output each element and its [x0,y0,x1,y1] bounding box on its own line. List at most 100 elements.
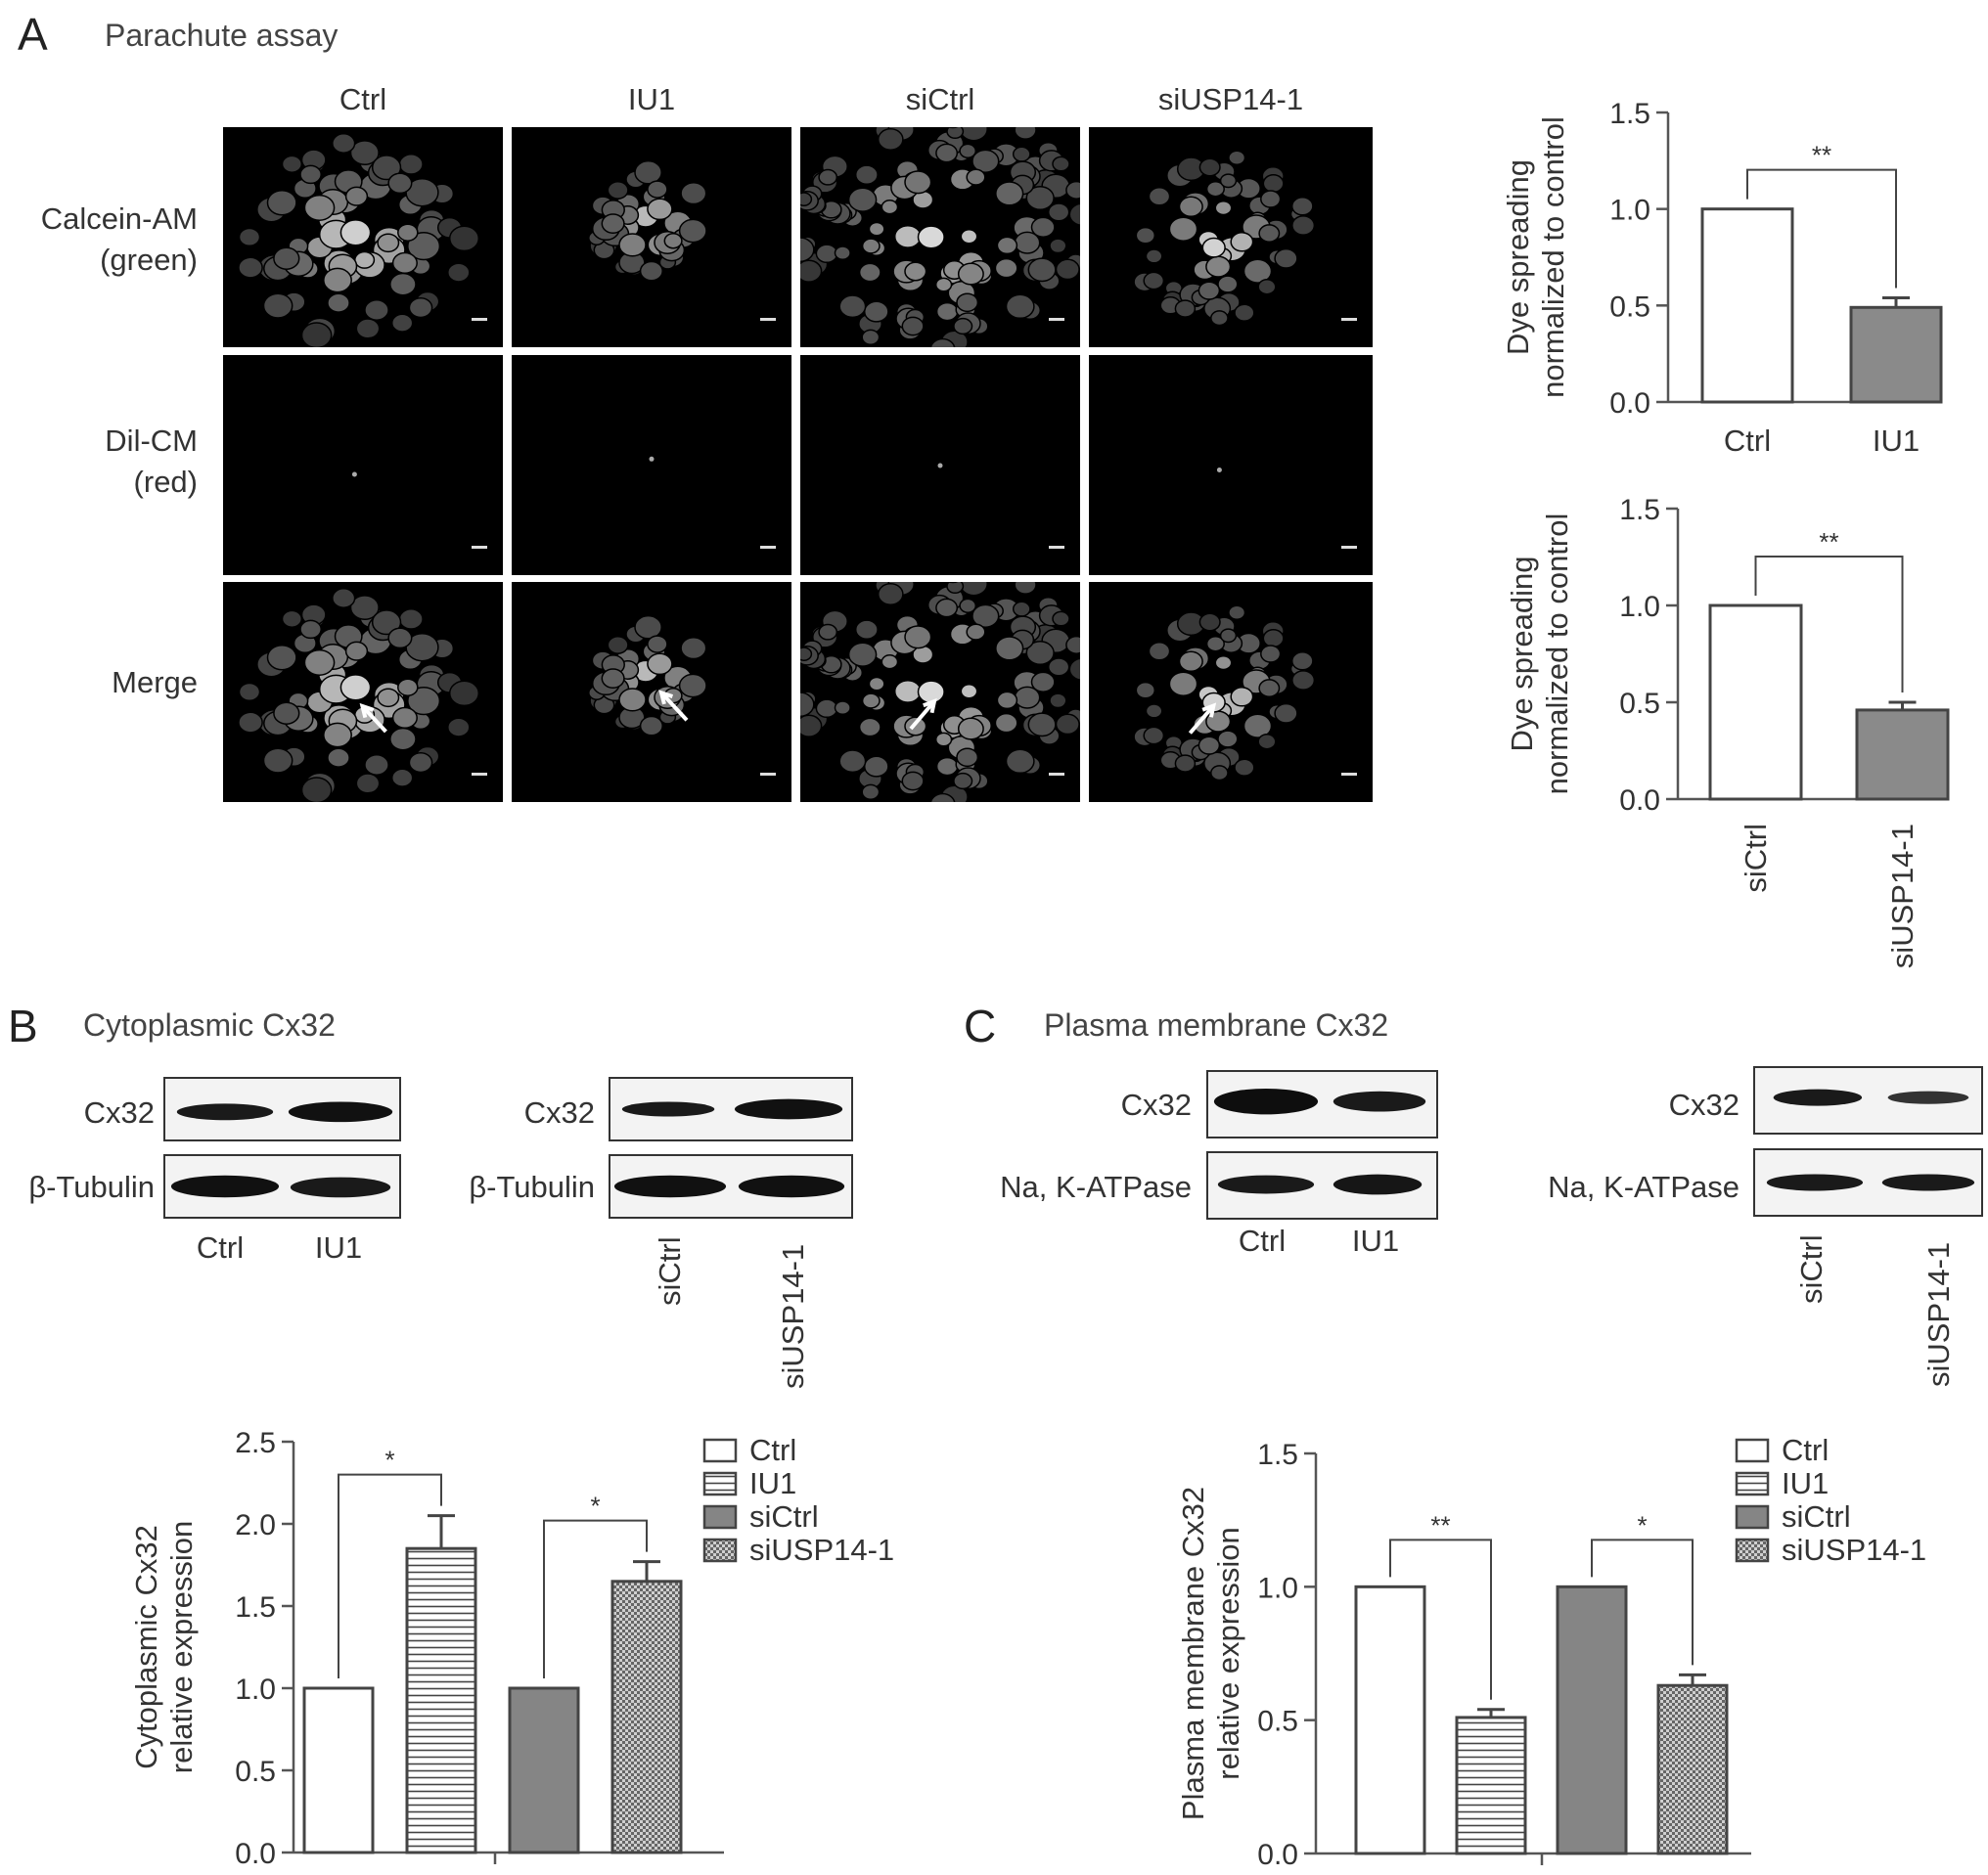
blot-c2-label-cx32: Cx32 [1668,1088,1740,1122]
row-label-merge: Merge [112,665,198,699]
chart-dye-spreading-iu1: 0.0 0.5 1.0 1.5 Dye spreading normalized to c… [1501,98,1943,458]
y-tick-label: 0.0 [1619,784,1660,817]
y-tick-label: 0.0 [1257,1839,1298,1871]
chart-cytoplasmic-cx32: 0.0 0.5 1.0 1.5 2.0 2.5 Cytoplasmic Cx32 relati… [129,1427,894,1870]
blot-c2-atpase [1753,1148,1983,1217]
y-tick-label: 1.0 [1619,591,1660,623]
y-tick-label: 1.0 [235,1674,276,1706]
panel-a-title: Parachute assay [105,18,339,53]
y-axis-label-line2: normalized to control [1540,513,1574,795]
micrograph-r3-c1 [223,582,503,802]
y-tick-label: 1.0 [1609,195,1650,227]
y-tick-label: 0.5 [235,1756,276,1788]
blot-b2-label-cx32: Cx32 [523,1095,595,1130]
blot-c1-label-cx32: Cx32 [1120,1088,1192,1122]
y-tick-label: 0.5 [1619,688,1660,720]
blot-b1-label-tubulin: β-Tubulin [28,1170,155,1204]
blot-c2-lane-sictrl: siCtrl [1794,1234,1829,1304]
row-label-calcein-sub: (green) [100,243,198,277]
significance-bracket [1746,168,1897,289]
blot-b1-label-cx32: Cx32 [83,1095,155,1130]
col-header-siusp14: siUSP14-1 [1157,82,1304,116]
panel-c-title: Plasma membrane Cx32 [1044,1007,1389,1043]
micrograph-r2-c4 [1089,355,1373,575]
significance-bracket [338,1473,442,1678]
bar-siCtrl [1708,603,1803,801]
blot-c1-lane-iu1: IU1 [1351,1224,1400,1258]
legend-swatch [1735,1438,1770,1463]
bar-siUSP14-1 [610,1580,683,1854]
blot-c2-cx32 [1753,1066,1983,1135]
y-axis-label-line1: Dye spreading [1505,557,1539,752]
micrograph-r1-c1 [223,127,503,347]
row-label-dil-sub: (red) [133,465,198,499]
y-axis-label-line2: relative expression [164,1521,199,1773]
bar-IU1 [405,1546,477,1854]
row-label-calcein: Calcein-AM [40,201,198,236]
significance-label: ** [1819,527,1838,557]
bar-siUSP14-1 [1855,708,1950,801]
blot-c1-cx32 [1206,1070,1438,1138]
legend-label: siCtrl [1782,1499,1851,1534]
blot-b1-lane-ctrl: Ctrl [196,1230,245,1265]
y-tick-label: 0.5 [1609,290,1650,323]
bar-siCtrl [1556,1585,1628,1855]
blot-b2-cx32 [609,1077,853,1141]
blot-b2-lane-siusp14: siUSP14-1 [776,1243,810,1389]
blot-b2-label-tubulin: β-Tubulin [469,1170,595,1204]
blot-b1-cx32 [163,1077,401,1141]
significance-label: * [590,1492,600,1521]
legend-swatch [1735,1471,1770,1496]
panel-letter-c: C [964,1001,997,1051]
significance-label: ** [1812,141,1831,170]
bar-Ctrl [1354,1585,1426,1855]
col-header-ctrl: Ctrl [339,82,387,116]
legend-label: IU1 [1782,1466,1829,1500]
col-header-iu1: IU1 [627,82,676,116]
micrograph-r2-c3 [800,355,1080,575]
legend-label: Ctrl [1782,1433,1829,1467]
micrograph-r2-c1 [223,355,503,575]
panel-letter-a: A [18,9,48,60]
significance-bracket [1754,556,1904,692]
bar-Ctrl [1700,207,1794,404]
y-tick-label: 0.5 [1257,1706,1298,1738]
micrograph-r3-c2 [512,582,791,802]
y-axis-label-line1: Plasma membrane Cx32 [1176,1487,1210,1820]
y-axis-label-line1: Dye spreading [1501,159,1535,355]
legend-swatch [702,1504,738,1530]
micrograph-r3-c4 [1089,582,1373,802]
y-tick-label: 1.5 [1619,494,1660,526]
significance-bracket [1389,1539,1492,1700]
col-header-sictrl: siCtrl [905,82,975,116]
chart-plasma-membrane-cx32: 0.0 0.5 1.0 1.5 Plasma membrane Cx32 relative… [1176,1433,1926,1871]
significance-label: * [1637,1510,1647,1540]
legend-label: siUSP14-1 [1782,1533,1926,1567]
y-tick-label: 2.5 [235,1427,276,1459]
x-tick-label: siCtrl [1739,824,1773,893]
blot-c2-lane-siusp14: siUSP14-1 [1921,1241,1956,1387]
legend-swatch [702,1471,738,1496]
micrograph-r1-c2 [512,127,791,347]
significance-label: * [384,1446,394,1475]
y-tick-label: 1.0 [1257,1572,1298,1604]
legend-swatch [1735,1538,1770,1563]
micrograph-r1-c4 [1089,127,1373,347]
legend-swatch [702,1438,738,1463]
panel-letter-b: B [8,1001,38,1051]
y-tick-label: 2.0 [235,1509,276,1541]
blot-b2-lane-sictrl: siCtrl [653,1236,687,1306]
y-axis-label-line2: normalized to control [1536,116,1570,398]
legend-label: siUSP14-1 [749,1533,894,1567]
x-tick-label: siUSP14-1 [1885,824,1920,968]
micrograph-r1-c3 [800,127,1080,347]
panel-b-title: Cytoplasmic Cx32 [83,1007,336,1043]
y-axis-label-line1: Cytoplasmic Cx32 [129,1525,163,1769]
significance-bracket [1591,1539,1694,1666]
y-axis-label-line2: relative expression [1211,1527,1245,1779]
y-tick-label: 0.0 [1609,387,1650,420]
blot-c1-label-atpase: Na, K-ATPase [1000,1170,1192,1204]
blot-b1-lane-iu1: IU1 [314,1230,363,1265]
bar-Ctrl [302,1686,375,1854]
